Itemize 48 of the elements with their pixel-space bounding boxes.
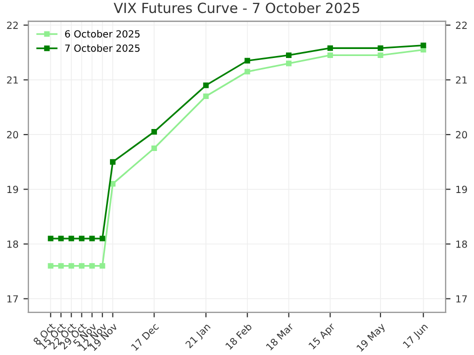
y-tick-label: 22 (7, 22, 18, 29)
point (327, 52, 333, 58)
point (286, 60, 292, 66)
point (100, 236, 106, 242)
point (68, 263, 74, 269)
point (48, 236, 54, 242)
y2-tick-label: 17 (456, 295, 467, 302)
point (244, 68, 250, 74)
point (203, 93, 209, 100)
y-tick-label: 19 (7, 186, 18, 194)
x-tick-label: 18 Feb (225, 322, 252, 350)
point (89, 263, 95, 269)
point (78, 236, 84, 242)
x-tick-label: 17 Dec (130, 322, 160, 351)
point (110, 181, 116, 187)
point (151, 145, 157, 152)
point (244, 58, 250, 64)
y-tick-label: 21 (7, 76, 18, 84)
y2-tick-label: 20 (456, 131, 468, 138)
legend-label: 6 October 2025 (65, 30, 140, 38)
chart-title: VIX Futures Curve - 7 October 2025 (114, 2, 360, 14)
point (58, 236, 64, 242)
point (89, 236, 95, 242)
point (110, 159, 116, 165)
point (286, 52, 292, 58)
legend-label: 7 October 2025 (65, 44, 140, 52)
y-tick-label: 18 (7, 240, 18, 248)
y-tick-label: 20 (7, 131, 18, 138)
y-tick-label: 17 (7, 295, 18, 302)
x-tick-label: 15 Apr (308, 322, 337, 351)
point (58, 263, 64, 269)
point (378, 52, 384, 58)
point (203, 82, 209, 88)
x-tick-label: 21 Jan (185, 322, 212, 350)
y2-tick-label: 22 (456, 22, 467, 29)
y2-tick-label: 18 (456, 240, 467, 248)
x-tick-label: 18 Mar (266, 322, 294, 351)
y2-tick-label: 19 (456, 186, 467, 194)
point (78, 263, 84, 269)
point (68, 236, 74, 242)
x-tick-label: 17 Jun (402, 322, 430, 350)
point (327, 45, 333, 51)
y2-tick-label: 21 (456, 76, 467, 84)
point (48, 263, 54, 269)
point (151, 129, 157, 135)
point (100, 263, 106, 269)
point (420, 42, 426, 48)
point (378, 45, 384, 51)
